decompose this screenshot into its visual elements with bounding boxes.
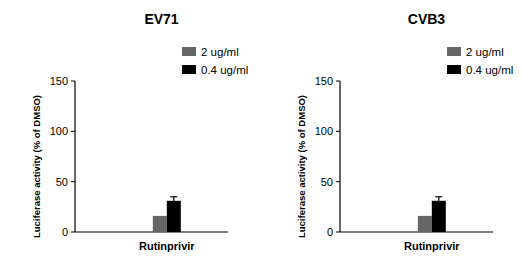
marks [153,197,181,232]
chart-panel: EV71 Luciferase activity (% of DMSO) 0 50 10… [31,11,248,252]
legend-label: 0.4 ug/ml [201,64,248,76]
y-axis-line [74,81,75,232]
error-bar [435,197,442,205]
legend-swatch [182,65,196,74]
chart-panel: CVB3 Luciferase activity (% of DMSO) 0 50 10… [296,11,513,252]
y-tick [71,131,75,132]
y-tick [71,81,75,82]
figure: EV71 Luciferase activity (% of DMSO) 0 50 10… [0,0,522,264]
x-axis-line [75,231,228,232]
legend-swatch [182,47,196,56]
y-tick-label: 100 [315,125,333,137]
y-tick [71,232,75,233]
y-tick-label: 50 [56,176,68,188]
x-tick-label: Rutinprivir [404,240,460,252]
y-tick-label: 50 [321,176,333,188]
x-tick-label: Rutinprivir [139,240,195,252]
error-line [438,197,439,205]
y-tick-label: 150 [50,75,68,87]
bar [432,201,446,232]
legend-label: 2 ug/ml [466,46,504,58]
error-line [173,197,174,205]
bar [167,201,181,232]
y-axis-label: Luciferase activity (% of DMSO) [296,95,307,238]
x-axis-line [340,231,493,232]
error-cap [170,196,177,197]
error-cap [435,196,442,197]
y-tick [336,81,340,82]
title: EV71 [144,11,178,27]
y-tick-label: 150 [315,75,333,87]
y-axis-line [339,81,340,232]
y-tick [336,131,340,132]
bar [418,216,432,232]
error-bar [170,197,177,205]
marks [418,197,446,232]
y-axis-label: Luciferase activity (% of DMSO) [31,95,42,238]
legend-swatch [447,65,461,74]
legend-swatch [447,47,461,56]
y-tick-label: 0 [327,226,333,238]
y-tick [336,181,340,182]
y-tick-label: 100 [50,125,68,137]
legend-label: 2 ug/ml [201,46,239,58]
bar [153,216,167,232]
title: CVB3 [408,11,446,27]
y-tick-label: 0 [62,226,68,238]
y-tick [336,232,340,233]
y-tick [71,181,75,182]
legend-label: 0.4 ug/ml [466,64,513,76]
